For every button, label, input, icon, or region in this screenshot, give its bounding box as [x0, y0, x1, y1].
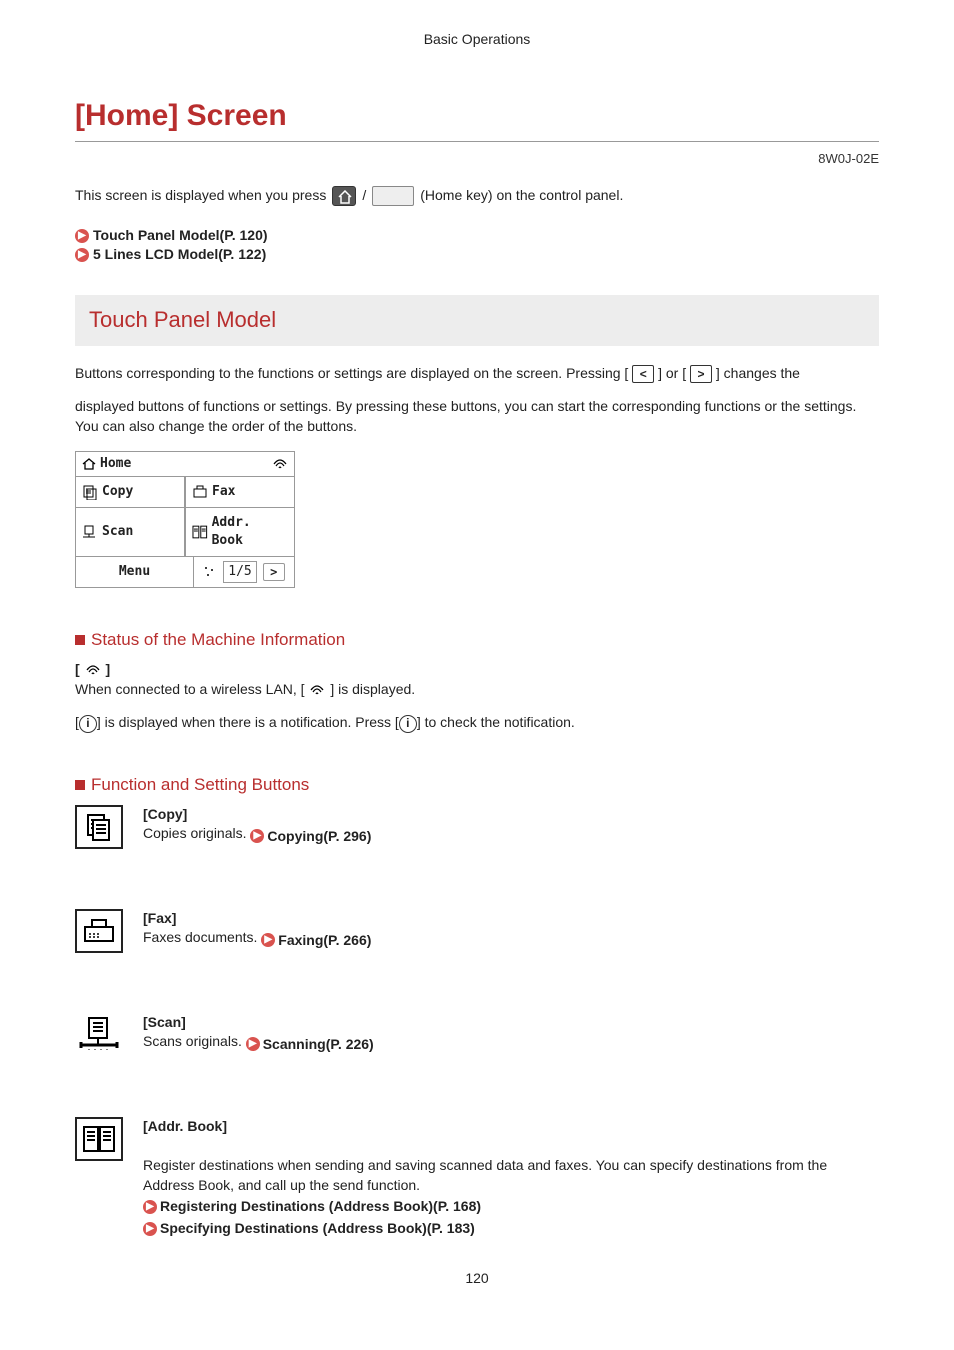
bullet-icon: ▶ — [261, 933, 275, 947]
square-icon — [75, 635, 85, 645]
text: ] is displayed when there is a notificat… — [97, 714, 399, 730]
intro-pre: This screen is displayed when you press — [75, 186, 326, 206]
doc-id: 8W0J-02E — [75, 150, 879, 168]
ss-copy-button[interactable]: Copy — [76, 477, 185, 508]
func-name: [Copy] — [143, 806, 187, 822]
ss-cell-label: Scan — [102, 523, 133, 541]
subsection-heading: Function and Setting Buttons — [75, 773, 879, 797]
subsection-title: Status of the Machine Information — [91, 628, 345, 652]
link-label: Copying(P. 296) — [267, 827, 371, 847]
copy-icon — [82, 484, 98, 500]
home-icon — [82, 458, 96, 470]
function-scan: [Scan] Scans originals. ▶Scanning(P. 226… — [75, 1013, 879, 1057]
slash: / — [362, 186, 366, 206]
wifi-icon — [84, 664, 102, 676]
text: ] to check the notification. — [417, 714, 575, 730]
ss-addrbook-button[interactable]: Addr. Book — [185, 508, 294, 557]
function-addrbook: [Addr. Book] Register destinations when … — [75, 1117, 879, 1239]
blank-key-icon — [372, 186, 414, 206]
func-name: [Fax] — [143, 910, 176, 926]
section-para: displayed buttons of functions or settin… — [75, 397, 879, 436]
section-heading: Touch Panel Model — [75, 295, 879, 346]
fax-icon — [75, 909, 123, 953]
text: ] is displayed. — [330, 681, 415, 697]
info-desc: [i] is displayed when there is a notific… — [75, 713, 879, 733]
ss-title: Home — [100, 455, 131, 473]
section-para: Buttons corresponding to the functions o… — [75, 364, 879, 384]
home-key-icon — [332, 186, 356, 206]
func-desc: Faxes documents. — [143, 929, 261, 945]
para-text: ] changes the — [716, 365, 800, 381]
para-text: ] or [ — [658, 365, 686, 381]
func-name: [Addr. Book] — [143, 1118, 227, 1134]
func-link[interactable]: ▶Faxing(P. 266) — [261, 931, 371, 951]
func-desc: Scans originals. — [143, 1033, 246, 1049]
func-link[interactable]: ▶Copying(P. 296) — [250, 827, 371, 847]
link-label: Registering Destinations (Address Book)(… — [160, 1197, 481, 1217]
func-link[interactable]: ▶Specifying Destinations (Address Book)(… — [143, 1219, 475, 1239]
bullet-icon: ▶ — [250, 829, 264, 843]
para-text: Buttons corresponding to the functions o… — [75, 365, 628, 381]
copy-icon — [75, 805, 123, 849]
left-arrow-icon: < — [632, 365, 654, 383]
func-name: [Scan] — [143, 1014, 186, 1030]
wifi-desc: When connected to a wireless LAN, [ ] is… — [75, 680, 879, 700]
addrbook-icon — [192, 525, 208, 539]
subsection-title: Function and Setting Buttons — [91, 773, 309, 797]
info-icon: i — [79, 715, 97, 733]
bullet-icon: ▶ — [143, 1222, 157, 1236]
toc-link[interactable]: ▶ Touch Panel Model(P. 120) — [75, 226, 879, 246]
ss-scan-button[interactable]: Scan — [76, 508, 185, 557]
scan-icon — [82, 525, 98, 539]
breadcrumb: Basic Operations — [75, 30, 879, 50]
function-fax: [Fax] Faxes documents. ▶Faxing(P. 266) — [75, 909, 879, 953]
func-desc: Register destinations when sending and s… — [143, 1157, 827, 1193]
bullet-icon: ▶ — [143, 1200, 157, 1214]
right-arrow-icon: > — [690, 365, 712, 383]
subsection-heading: Status of the Machine Information — [75, 628, 879, 652]
settings-dots-icon — [203, 565, 217, 579]
scan-icon — [75, 1013, 123, 1057]
text: When connected to a wireless LAN, [ — [75, 681, 305, 697]
ss-menu-button[interactable]: Menu — [76, 557, 194, 587]
link-label: Specifying Destinations (Address Book)(P… — [160, 1219, 475, 1239]
toc-link-label: Touch Panel Model(P. 120) — [93, 226, 268, 246]
page-number: 120 — [75, 1269, 879, 1289]
toc-link[interactable]: ▶ 5 Lines LCD Model(P. 122) — [75, 245, 879, 265]
function-copy: [Copy] Copies originals. ▶Copying(P. 296… — [75, 805, 879, 849]
func-link[interactable]: ▶Scanning(P. 226) — [246, 1035, 374, 1055]
ui-screenshot: Home Copy Fax Scan Addr. Book Menu 1/5 > — [75, 451, 295, 589]
wifi-icon — [308, 684, 326, 696]
info-icon: i — [399, 715, 417, 733]
wifi-icon — [272, 458, 288, 470]
page-title: [Home] Screen — [75, 95, 879, 142]
link-label: Faxing(P. 266) — [278, 931, 371, 951]
ss-next-button[interactable]: > — [263, 563, 285, 581]
wifi-label-row: [ ] — [75, 660, 879, 680]
ss-cell-label: Copy — [102, 483, 133, 501]
bullet-icon: ▶ — [246, 1037, 260, 1051]
toc-links: ▶ Touch Panel Model(P. 120) ▶ 5 Lines LC… — [75, 226, 879, 265]
intro-text: This screen is displayed when you press … — [75, 186, 879, 206]
ss-fax-button[interactable]: Fax — [185, 477, 294, 508]
toc-link-label: 5 Lines LCD Model(P. 122) — [93, 245, 266, 265]
bullet-icon: ▶ — [75, 229, 89, 243]
link-label: Scanning(P. 226) — [263, 1035, 374, 1055]
func-link[interactable]: ▶Registering Destinations (Address Book)… — [143, 1197, 481, 1217]
square-icon — [75, 780, 85, 790]
intro-post: (Home key) on the control panel. — [420, 186, 623, 206]
ss-cell-label: Addr. Book — [212, 514, 288, 550]
addrbook-icon — [75, 1117, 123, 1161]
ss-cell-label: Fax — [212, 483, 235, 501]
bullet-icon: ▶ — [75, 248, 89, 262]
func-desc: Copies originals. — [143, 825, 250, 841]
fax-icon — [192, 485, 208, 499]
ss-pager: 1/5 — [223, 561, 256, 583]
